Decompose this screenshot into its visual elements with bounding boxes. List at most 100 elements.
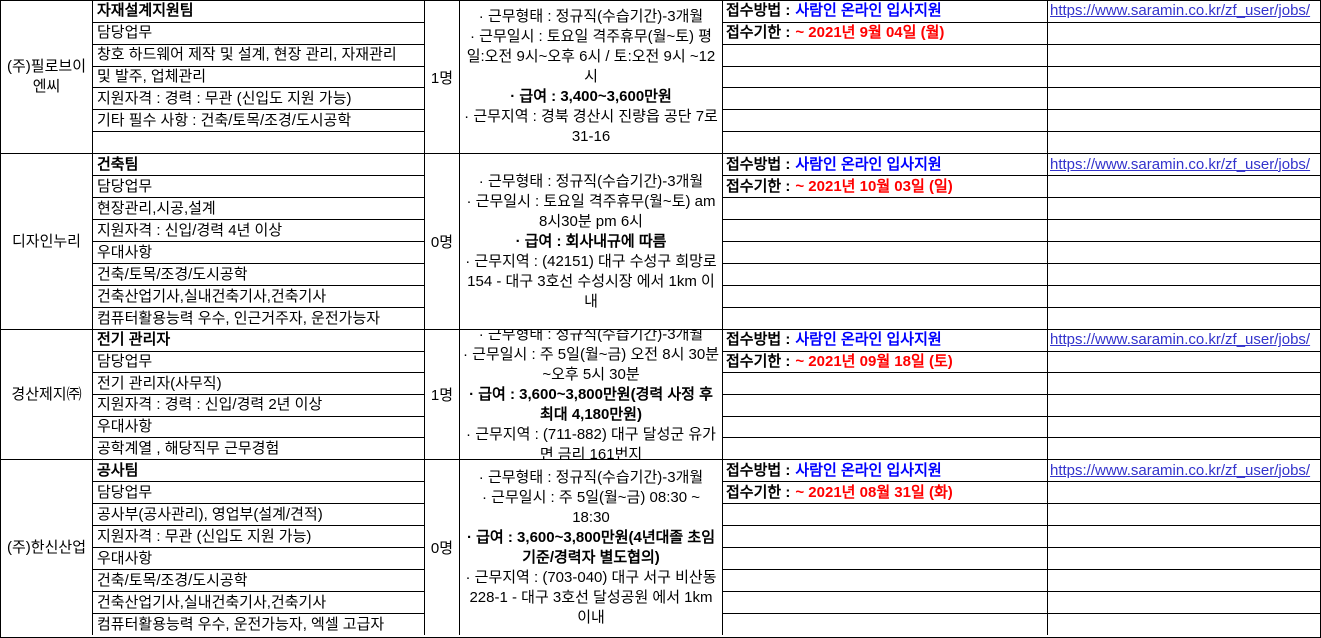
empty-cell[interactable] [723,504,1047,526]
work-conditions-cell[interactable]: · 근무형태 : 정규직(수습기간)-3개월 · 근무일시 : 주 5일(월~금… [460,460,723,635]
company-cell[interactable]: 경산제지㈜ [1,330,93,459]
detail-cell[interactable]: 우대사항 [93,242,424,264]
detail-cell[interactable]: 건축산업기사,실내건축기사,건축기사 [93,286,424,308]
empty-cell[interactable] [723,110,1047,133]
url-cell[interactable]: https://www.saramin.co.kr/zf_user/jobs/ [1048,154,1320,176]
detail-cell[interactable]: 지원자격 : 경력 : 무관 (신입도 지원 가능) [93,88,424,111]
empty-cell[interactable] [723,67,1047,89]
empty-cell[interactable] [723,220,1047,242]
empty-cell[interactable] [1048,373,1320,396]
empty-cell[interactable] [1048,570,1320,592]
detail-cell[interactable]: 컴퓨터활용능력 우수, 운전가능자, 엑셀 고급자 [97,615,385,633]
job-url-link[interactable]: https://www.saramin.co.kr/zf_user/jobs/ [1050,461,1311,479]
deadline-cell[interactable]: 접수기한 : ~ 2021년 09월 18일 (토) [723,352,1047,374]
empty-cell[interactable] [1048,438,1320,459]
empty-cell[interactable] [1048,548,1320,570]
detail-cell[interactable]: 건축/토목/조경/도시공학 [93,264,424,286]
detail-cell[interactable]: 및 발주, 업체관리 [93,67,424,89]
detail-cell[interactable]: 건축산업기사,실내건축기사,건축기사 [93,592,424,614]
empty-cell[interactable] [1048,110,1320,133]
detail-cell[interactable]: 공학계열 , 해당직무 근무경험 [97,439,280,457]
empty-cell[interactable] [723,592,1047,614]
empty-cell[interactable] [1048,242,1320,264]
detail-cell[interactable]: 전기 관리자(사무직) [93,373,424,396]
empty-cell[interactable] [723,308,1047,329]
empty-cell[interactable] [1048,592,1320,614]
detail-cell[interactable]: 우대사항 [93,417,424,439]
empty-cell[interactable] [1048,220,1320,242]
empty-cell[interactable] [723,395,1047,417]
empty-cell[interactable] [1048,395,1320,417]
url-cell[interactable]: https://www.saramin.co.kr/zf_user/jobs/ [1048,460,1320,482]
company-cell[interactable]: (주)한신산업 [1,460,93,635]
empty-cell[interactable] [723,264,1047,286]
work-conditions-cell[interactable]: · 근무형태 : 정규직(수습기간)-3개월 · 근무일시 : 토요일 격주휴무… [460,154,723,329]
job-url-link[interactable]: https://www.saramin.co.kr/zf_user/jobs/ [1050,155,1311,173]
detail-cell[interactable]: 지원자격 : 신입/경력 4년 이상 [93,220,424,242]
empty-cell[interactable] [723,548,1047,570]
empty-cell[interactable] [1048,526,1320,548]
url-cell[interactable]: https://www.saramin.co.kr/zf_user/jobs/ [1048,1,1320,23]
detail-cell-team[interactable]: 자재설계지원팀 [93,1,424,23]
empty-cell[interactable] [723,45,1047,67]
detail-cell-team[interactable]: 건축팀 [93,154,424,176]
job-url-link[interactable]: https://www.saramin.co.kr/zf_user/jobs/ [1050,331,1311,349]
detail-cell[interactable]: 현장관리,시공,설계 [93,198,424,220]
detail-cell-empty[interactable] [93,132,424,153]
detail-cell[interactable]: 담당업무 [93,352,424,374]
empty-cell[interactable] [723,526,1047,548]
empty-cell[interactable] [1048,45,1320,67]
empty-cell[interactable] [723,417,1047,439]
detail-cell[interactable]: 컴퓨터활용능력 우수, 인근거주자, 운전가능자 [97,309,381,327]
detail-cell[interactable]: 창호 하드웨어 제작 및 설계, 현장 관리, 자재관리 [93,45,424,67]
empty-cell[interactable] [723,614,1047,635]
url-cell[interactable]: https://www.saramin.co.kr/zf_user/jobs/ [1048,330,1320,352]
deadline-cell[interactable]: 접수기한 : ~ 2021년 9월 04일 (월) [723,23,1047,45]
headcount-cell[interactable]: 1명 [425,1,460,153]
detail-cell[interactable]: 지원자격 : 경력 : 신입/경력 2년 이상 [93,395,424,417]
detail-cell[interactable]: 담당업무 [93,176,424,198]
detail-cell[interactable]: 담당업무 [93,482,424,504]
empty-cell[interactable] [1048,176,1320,198]
empty-cell[interactable] [723,438,1047,459]
empty-cell[interactable] [723,132,1047,153]
company-cell[interactable]: (주)필로브이엔씨 [1,1,93,153]
empty-cell[interactable] [723,242,1047,264]
empty-cell[interactable] [1048,132,1320,153]
detail-cell[interactable]: 건축/토목/조경/도시공학 [93,570,424,592]
job-url-link[interactable]: https://www.saramin.co.kr/zf_user/jobs/ [1050,2,1311,20]
headcount-cell[interactable]: 0명 [425,460,460,635]
empty-cell[interactable] [723,286,1047,308]
detail-cell-team[interactable]: 공사팀 [93,460,424,482]
deadline-cell[interactable]: 접수기한 : ~ 2021년 08월 31일 (화) [723,482,1047,504]
empty-cell[interactable] [1048,504,1320,526]
empty-cell[interactable] [1048,88,1320,111]
empty-cell[interactable] [723,570,1047,592]
empty-cell[interactable] [1048,23,1320,45]
empty-cell[interactable] [1048,482,1320,504]
apply-method-cell[interactable]: 접수방법 : 사람인 온라인 입사지원 [723,330,1047,352]
work-conditions-cell[interactable]: · 근무형태 : 정규직(수습기간)-3개월 · 근무일시 : 주 5일(월~금… [460,330,723,459]
empty-cell[interactable] [723,198,1047,220]
headcount-cell[interactable]: 1명 [425,330,460,459]
empty-cell[interactable] [723,373,1047,396]
detail-cell[interactable]: 기타 필수 사항 : 건축/토목/조경/도시공학 [93,110,424,133]
empty-cell[interactable] [1048,417,1320,439]
apply-method-cell[interactable]: 접수방법 : 사람인 온라인 입사지원 [723,154,1047,176]
empty-cell[interactable] [1048,264,1320,286]
empty-cell[interactable] [723,88,1047,111]
empty-cell[interactable] [1048,352,1320,374]
detail-cell[interactable]: 지원자격 : 무관 (신입도 지원 가능) [93,526,424,548]
empty-cell[interactable] [1048,67,1320,89]
deadline-cell[interactable]: 접수기한 : ~ 2021년 10월 03일 (일) [723,176,1047,198]
detail-cell[interactable]: 담당업무 [93,23,424,45]
detail-cell[interactable]: 공사부(공사관리), 영업부(설계/견적) [93,504,424,526]
empty-cell[interactable] [1048,286,1320,308]
apply-method-cell[interactable]: 접수방법 : 사람인 온라인 입사지원 [723,1,1047,23]
detail-cell[interactable]: 우대사항 [93,548,424,570]
headcount-cell[interactable]: 0명 [425,154,460,329]
company-cell[interactable]: 디자인누리 [1,154,93,329]
empty-cell[interactable] [1048,308,1320,329]
detail-cell-team[interactable]: 전기 관리자 [93,330,424,352]
empty-cell[interactable] [1048,198,1320,220]
